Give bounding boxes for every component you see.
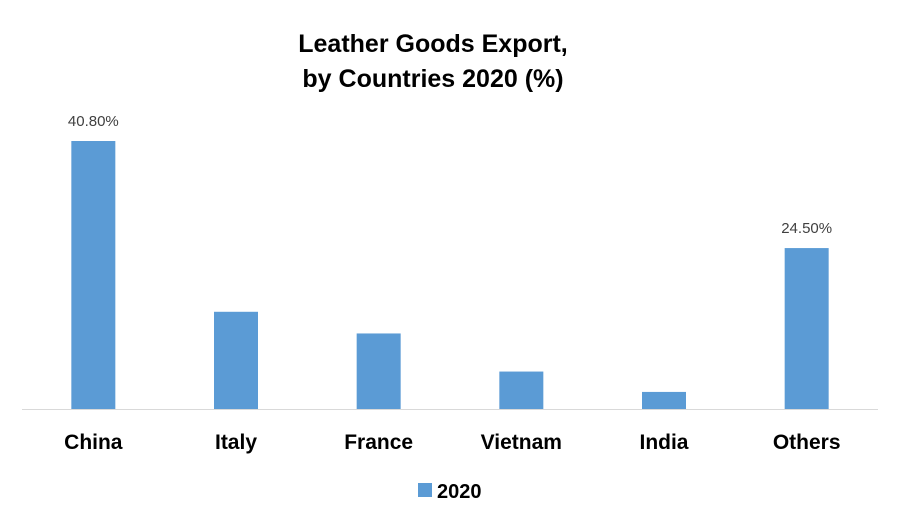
bar-italy bbox=[214, 311, 258, 409]
category-label-china: China bbox=[64, 431, 123, 454]
bar-vietnam bbox=[499, 371, 544, 409]
category-label-india: India bbox=[639, 431, 688, 454]
category-labels-group: China Italy France Vietnam India Others bbox=[64, 431, 840, 454]
chart-title-line-2: by Countries 2020 (%) bbox=[302, 65, 563, 93]
chart-title-line-1: Leather Goods Export, bbox=[298, 30, 567, 58]
data-label-others: 24.50% bbox=[781, 220, 832, 237]
category-label-italy: Italy bbox=[215, 431, 257, 454]
bar-china bbox=[71, 141, 116, 409]
data-label-china: 40.80% bbox=[68, 113, 119, 130]
category-label-others: Others bbox=[773, 431, 841, 454]
bar-others bbox=[784, 248, 829, 409]
bar-france bbox=[356, 333, 401, 409]
category-label-vietnam: Vietnam bbox=[481, 431, 562, 454]
data-labels-group: 40.80% 24.50% bbox=[68, 113, 832, 237]
bar-india bbox=[642, 391, 686, 409]
bars-group bbox=[71, 141, 829, 409]
legend-label-2020: 2020 bbox=[437, 481, 482, 503]
legend: 2020 bbox=[418, 481, 482, 503]
category-label-france: France bbox=[344, 431, 413, 454]
legend-swatch-2020 bbox=[418, 483, 432, 497]
